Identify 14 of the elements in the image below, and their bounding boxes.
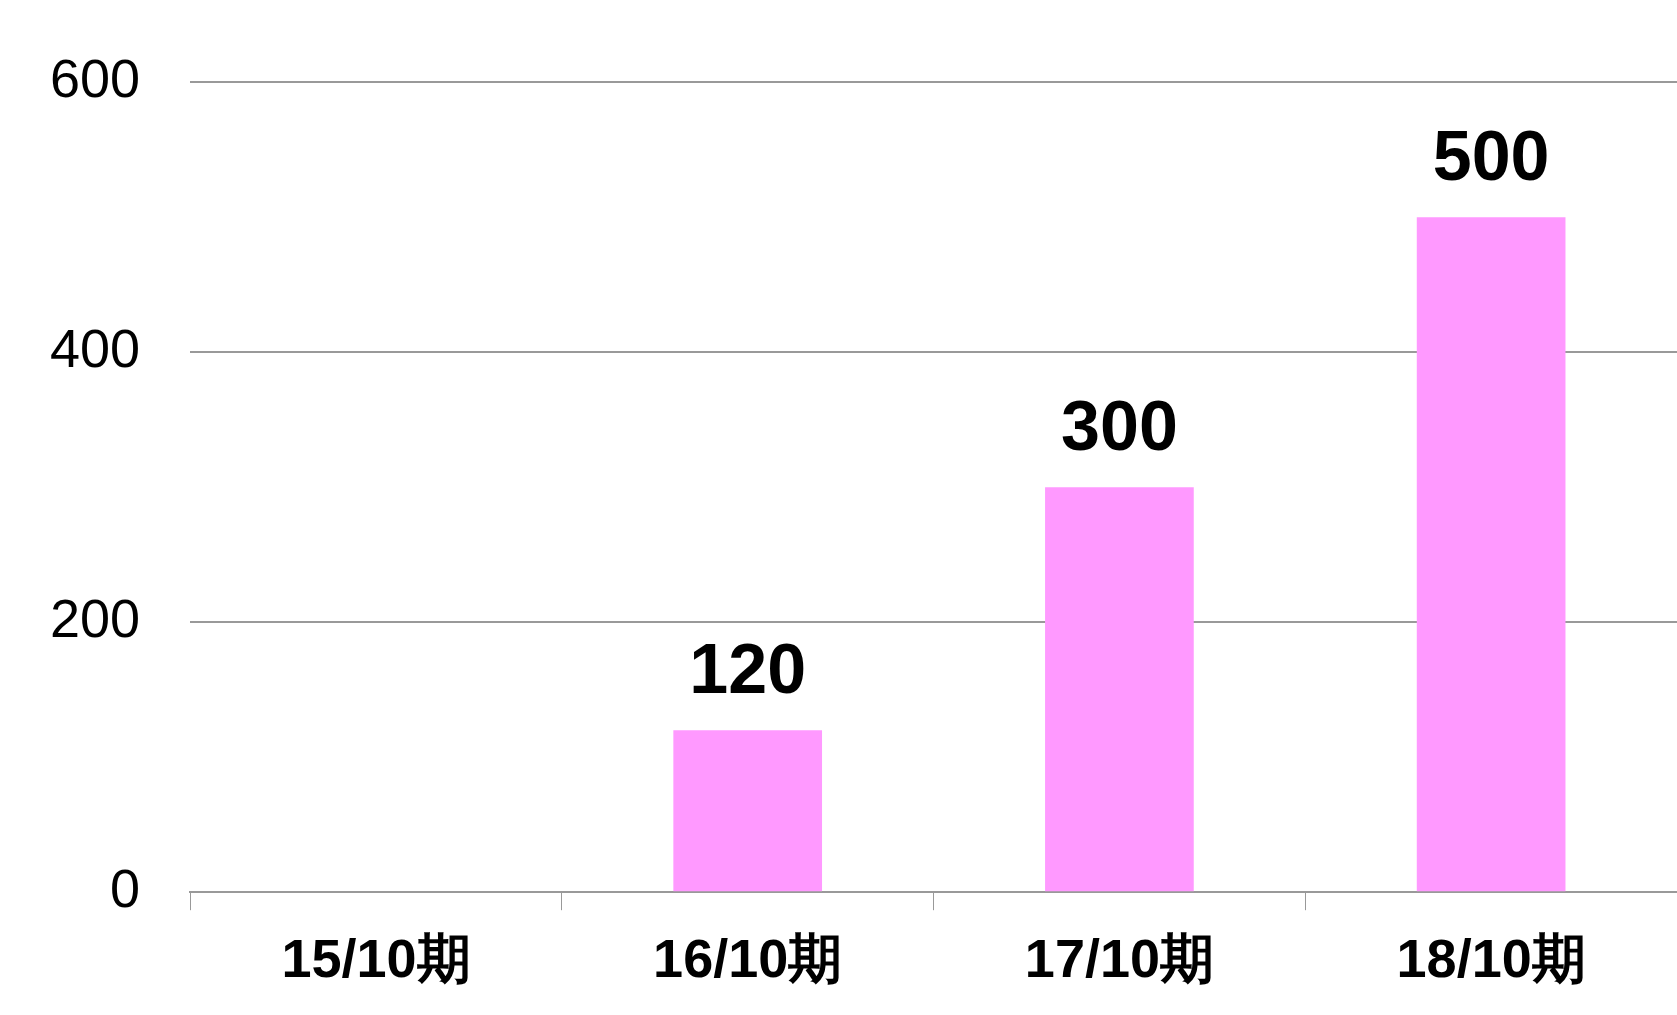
- y-tick-label: 0: [110, 858, 141, 919]
- bar: [1416, 217, 1566, 892]
- x-tick-label: 15/10期: [281, 928, 471, 989]
- x-tick-label: 18/10期: [1396, 928, 1586, 989]
- y-tick-label: 200: [49, 588, 141, 649]
- data-label: 500: [1432, 116, 1550, 195]
- x-tick-label: 16/10期: [653, 928, 843, 989]
- bar: [1045, 487, 1194, 892]
- y-tick-label: 400: [49, 318, 141, 379]
- bar: [673, 730, 823, 892]
- data-label: 300: [1061, 386, 1178, 465]
- y-tick-label: 600: [49, 48, 141, 109]
- data-label: 120: [689, 629, 807, 708]
- x-tick-label: 17/10期: [1024, 928, 1214, 989]
